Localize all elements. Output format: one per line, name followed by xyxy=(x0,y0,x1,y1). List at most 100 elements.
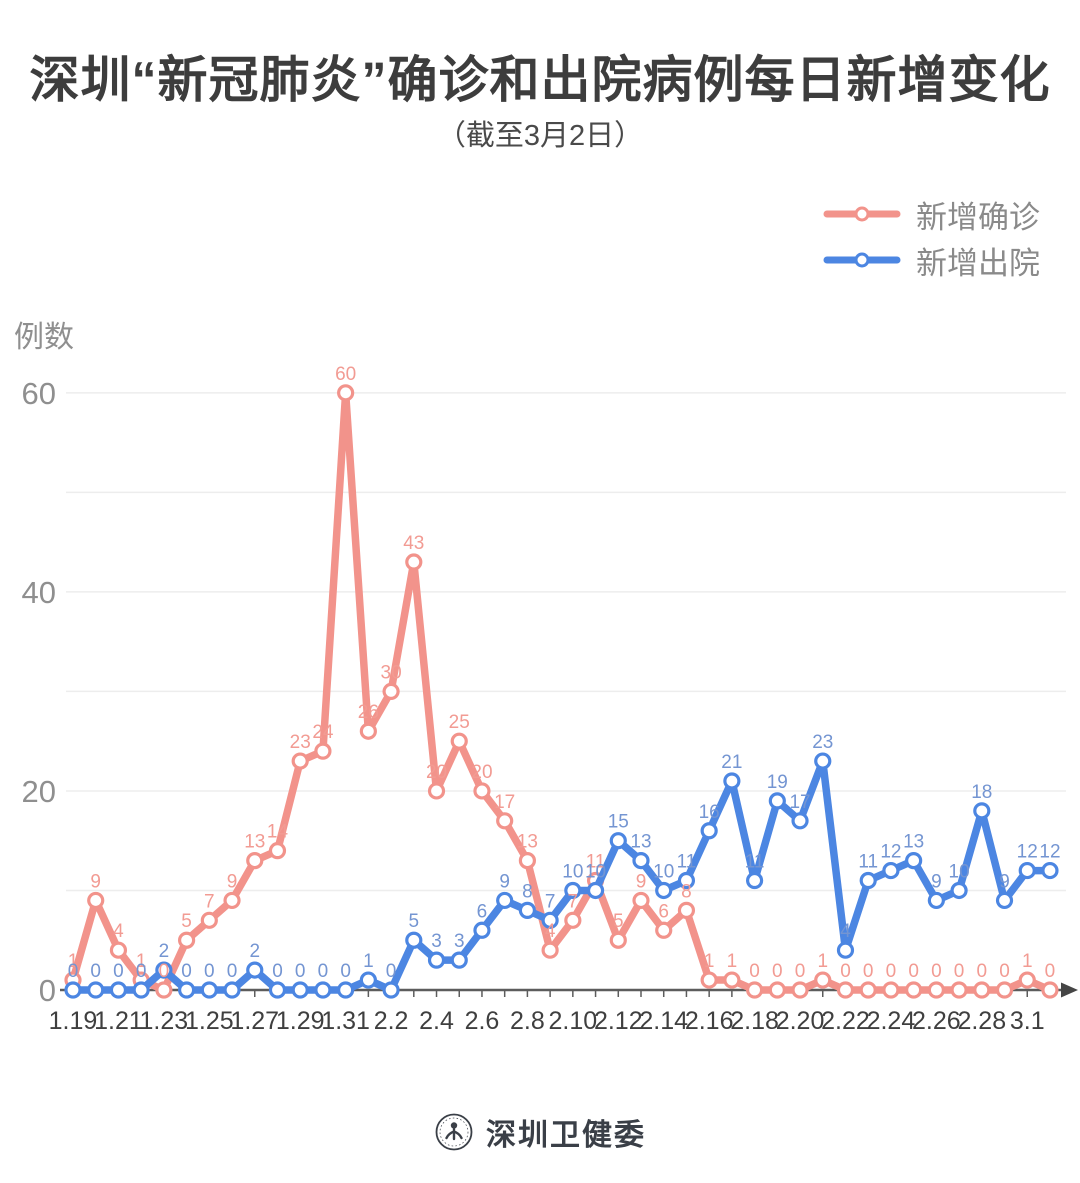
confirmed-point-marker xyxy=(246,852,264,870)
discharged-value-label: 11 xyxy=(745,852,765,873)
confirmed-point-marker xyxy=(927,981,945,999)
confirmed-point-marker xyxy=(632,891,650,910)
x-tick-label: 2.12 xyxy=(594,1007,643,1035)
x-tick-label: 1.31 xyxy=(321,1007,370,1035)
discharged-value-label: 19 xyxy=(767,772,788,793)
confirmed-point-marker xyxy=(655,921,673,939)
discharged-point-marker xyxy=(200,981,218,999)
confirmed-value-label: 20 xyxy=(426,762,447,783)
confirmed-value-label: 0 xyxy=(772,961,783,982)
discharged-value-label: 2 xyxy=(249,941,260,962)
discharged-legend-label: 新增出院 xyxy=(916,245,1040,281)
footer-source-label: 深圳卫健委 xyxy=(486,1119,646,1152)
confirmed-value-label: 1 xyxy=(727,951,738,972)
discharged-point-marker xyxy=(950,881,968,900)
discharged-value-label: 0 xyxy=(204,961,215,982)
confirmed-value-label: 1 xyxy=(817,951,828,972)
confirmed-point-marker xyxy=(291,752,309,770)
y-tick-label: 40 xyxy=(22,575,56,610)
confirmed-value-label: 11 xyxy=(586,852,606,873)
confirmed-point-marker xyxy=(155,981,173,999)
discharged-point-marker xyxy=(927,891,945,910)
x-tick-label: 2.2 xyxy=(374,1007,409,1035)
confirmed-point-marker xyxy=(200,911,218,929)
discharged-point-marker xyxy=(132,981,150,999)
confirmed-point-marker xyxy=(905,981,923,999)
confirmed-value-label: 14 xyxy=(267,822,289,843)
confirmed-point-marker xyxy=(723,971,741,989)
discharged-value-label: 0 xyxy=(386,961,397,982)
y-tick-label: 20 xyxy=(22,774,56,809)
x-tick-label: 2.24 xyxy=(867,1007,916,1035)
discharged-point-marker xyxy=(723,772,741,790)
discharged-value-label: 0 xyxy=(68,961,79,982)
discharged-point-marker xyxy=(995,891,1014,910)
confirmed-value-label: 25 xyxy=(449,712,470,733)
confirmed-value-label: 1 xyxy=(136,951,147,972)
discharged-point-marker xyxy=(427,951,446,969)
confirmed-value-label: 9 xyxy=(90,871,101,892)
discharged-value-label: 13 xyxy=(630,832,651,853)
discharged-point-marker xyxy=(1041,861,1059,880)
confirmed-point-marker xyxy=(405,553,423,571)
confirmed-point-marker xyxy=(564,911,582,929)
x-tick-label: 2.4 xyxy=(419,1007,454,1035)
discharged-point-marker xyxy=(700,822,718,840)
logo-person-body xyxy=(445,1128,463,1141)
discharged-value-label: 23 xyxy=(812,732,833,753)
discharged-point-marker xyxy=(359,971,377,989)
confirmed-point-marker xyxy=(496,812,514,830)
discharged-point-marker xyxy=(337,981,355,999)
discharged-value-label: 12 xyxy=(1039,842,1060,863)
discharged-value-label: 9 xyxy=(931,871,942,892)
confirmed-value-label: 0 xyxy=(886,961,897,982)
confirmed-value-label: 1 xyxy=(704,951,715,972)
discharged-point-marker xyxy=(609,832,627,850)
confirmed-point-marker xyxy=(268,842,287,860)
confirmed-value-label: 5 xyxy=(181,911,192,932)
x-tick-label: 2.6 xyxy=(465,1007,500,1035)
discharged-point-marker xyxy=(541,911,559,929)
discharged-value-label: 11 xyxy=(677,852,697,873)
confirmed-point-marker xyxy=(427,782,446,800)
y-tick-label: 60 xyxy=(22,376,56,411)
confirmed-point-marker xyxy=(950,981,968,999)
confirmed-point-marker xyxy=(223,891,241,910)
confirmed-point-marker xyxy=(178,931,196,949)
confirmed-value-label: 26 xyxy=(358,702,379,723)
confirmed-value-label: 0 xyxy=(863,961,874,982)
confirmed-value-label: 9 xyxy=(636,871,647,892)
discharged-point-marker xyxy=(382,981,400,999)
confirmed-value-label: 0 xyxy=(159,961,170,982)
confirmed-value-label: 24 xyxy=(312,722,334,743)
discharged-point-marker xyxy=(905,852,923,870)
discharged-value-label: 2 xyxy=(159,941,170,962)
discharged-value-label: 21 xyxy=(721,752,742,773)
discharged-point-marker xyxy=(155,961,173,979)
discharged-point-marker xyxy=(246,961,264,979)
discharged-point-marker xyxy=(677,871,696,890)
legend-item-confirmed: 新增确诊 xyxy=(822,196,1040,235)
discharged-point-marker xyxy=(655,881,673,900)
discharged-point-marker xyxy=(518,901,537,919)
discharged-point-marker xyxy=(791,812,809,830)
discharged-value-label: 3 xyxy=(454,931,465,952)
confirmed-value-label: 0 xyxy=(795,961,806,982)
x-tick-label: 2.14 xyxy=(639,1007,688,1035)
page-title: 深圳“新冠肺炎”确诊和出院病例每日新增变化 xyxy=(29,52,1051,108)
confirmed-value-label: 4 xyxy=(545,921,556,942)
confirmed-point-marker xyxy=(995,981,1014,999)
discharged-value-label: 0 xyxy=(181,961,192,982)
discharged-value-label: 16 xyxy=(699,802,720,823)
confirmed-value-label: 0 xyxy=(908,961,919,982)
x-tick-label: 2.10 xyxy=(549,1007,598,1035)
discharged-point-marker xyxy=(405,931,423,949)
x-tick-label: 1.23 xyxy=(140,1007,189,1035)
discharged-value-label: 5 xyxy=(409,911,420,932)
confirmed-point-marker xyxy=(541,941,559,959)
confirmed-point-marker xyxy=(836,981,855,999)
x-tick-label: 2.20 xyxy=(776,1007,825,1035)
discharged-value-label: 18 xyxy=(971,782,992,803)
